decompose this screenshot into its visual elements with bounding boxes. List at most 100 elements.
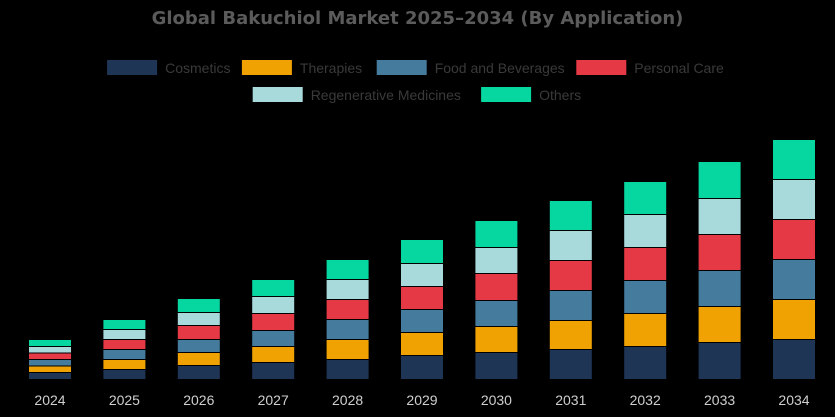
x-tick-label-2031: 2031 — [555, 392, 586, 408]
legend-swatch-personal-care — [576, 60, 627, 75]
legend-item-therapies: Therapies — [241, 60, 362, 76]
bar-segment-others-2032 — [624, 182, 667, 214]
bar-segment-food-and-beverages-2024 — [29, 360, 71, 366]
bar-stack-2024 — [29, 340, 71, 379]
bar-segment-cosmetics-2028 — [326, 360, 369, 379]
x-tick-label-2034: 2034 — [778, 392, 809, 408]
bar-segment-cosmetics-2033 — [698, 343, 741, 379]
bar-segment-cosmetics-2030 — [475, 353, 518, 379]
bar-segment-others-2034 — [773, 140, 815, 179]
x-tick-label-2026: 2026 — [183, 392, 214, 408]
bar-segment-personal-care-2027 — [252, 314, 295, 330]
x-tick-label-2032: 2032 — [630, 392, 661, 408]
bar-segment-food-and-beverages-2033 — [698, 271, 741, 306]
bar-stack-2026 — [177, 299, 220, 379]
x-tick-label-2028: 2028 — [332, 392, 363, 408]
bar-segment-others-2028 — [326, 260, 369, 279]
legend-swatch-others — [481, 87, 532, 102]
bar-segment-regenerative-medicines-2034 — [773, 180, 815, 219]
bar-segment-therapies-2027 — [252, 347, 295, 362]
bar-segment-personal-care-2033 — [698, 235, 741, 270]
legend-swatch-regenerative-medicines — [252, 87, 303, 102]
x-tick-label-2027: 2027 — [258, 392, 289, 408]
bar-segment-others-2029 — [401, 240, 443, 263]
bar-segment-therapies-2024 — [29, 366, 71, 372]
bar-segment-regenerative-medicines-2031 — [549, 231, 592, 260]
x-tick-label-2030: 2030 — [481, 392, 512, 408]
x-tick-label-2024: 2024 — [34, 392, 65, 408]
bar-segment-food-and-beverages-2032 — [624, 281, 667, 313]
bar-stack-2025 — [103, 320, 146, 379]
bar-segment-regenerative-medicines-2026 — [177, 313, 220, 325]
chart-title: Global Bakuchiol Market 2025–2034 (By Ap… — [151, 8, 684, 29]
legend-label-regenerative-medicines: Regenerative Medicines — [311, 87, 461, 103]
bar-segment-personal-care-2034 — [773, 220, 815, 259]
bar-segment-therapies-2028 — [326, 340, 369, 359]
bar-segment-cosmetics-2029 — [401, 356, 443, 379]
legend-label-others: Others — [539, 87, 581, 103]
bar-segment-cosmetics-2034 — [773, 340, 815, 379]
bar-stack-2033 — [698, 162, 741, 379]
bar-segment-food-and-beverages-2025 — [103, 350, 146, 359]
legend-item-personal-care: Personal Care — [576, 60, 724, 76]
bar-segment-food-and-beverages-2027 — [252, 331, 295, 346]
legend: Cosmetics Therapies Food and Beverages Pers… — [107, 60, 724, 103]
bars — [29, 140, 815, 379]
bar-segment-cosmetics-2032 — [624, 347, 667, 379]
legend-label-food-and-beverages: Food and Beverages — [435, 60, 565, 76]
bar-segment-personal-care-2025 — [103, 340, 146, 349]
bar-segment-therapies-2031 — [549, 321, 592, 349]
bar-segment-therapies-2033 — [698, 307, 741, 342]
bar-segment-therapies-2032 — [624, 314, 667, 346]
legend-item-food-and-beverages: Food and Beverages — [376, 60, 565, 76]
legend-item-cosmetics: Cosmetics — [107, 60, 230, 76]
bar-stack-2029 — [401, 240, 443, 379]
bar-segment-others-2031 — [549, 201, 592, 230]
bar-segment-personal-care-2026 — [177, 326, 220, 339]
bar-segment-regenerative-medicines-2033 — [698, 199, 741, 234]
bar-segment-cosmetics-2031 — [549, 350, 592, 379]
bar-segment-others-2026 — [177, 299, 220, 312]
legend-item-regenerative-medicines: Regenerative Medicines — [252, 87, 461, 103]
legend-swatch-therapies — [241, 60, 292, 75]
bar-stack-2034 — [773, 140, 815, 379]
bar-stack-2031 — [549, 201, 592, 379]
bar-segment-regenerative-medicines-2030 — [475, 248, 518, 273]
bar-segment-cosmetics-2026 — [177, 366, 220, 379]
bar-stack-2027 — [252, 280, 295, 379]
bar-segment-personal-care-2030 — [475, 274, 518, 300]
bar-segment-cosmetics-2027 — [252, 363, 295, 379]
bar-segment-therapies-2034 — [773, 300, 815, 339]
bar-segment-therapies-2025 — [103, 360, 146, 369]
legend-label-personal-care: Personal Care — [634, 60, 724, 76]
bar-segment-others-2030 — [475, 221, 518, 247]
bar-segment-therapies-2029 — [401, 333, 443, 355]
bar-segment-personal-care-2032 — [624, 248, 667, 280]
bar-segment-regenerative-medicines-2025 — [103, 330, 146, 339]
bar-segment-others-2033 — [698, 162, 741, 198]
bar-segment-regenerative-medicines-2024 — [29, 347, 71, 353]
legend-label-cosmetics: Cosmetics — [165, 60, 230, 76]
bar-segment-others-2024 — [29, 340, 71, 346]
bar-segment-food-and-beverages-2031 — [549, 291, 592, 320]
bar-segment-cosmetics-2024 — [29, 373, 71, 379]
x-tick-label-2033: 2033 — [704, 392, 735, 408]
bar-segment-personal-care-2029 — [401, 287, 443, 309]
bar-segment-personal-care-2031 — [549, 261, 592, 290]
bar-segment-food-and-beverages-2029 — [401, 310, 443, 332]
bar-segment-therapies-2026 — [177, 353, 220, 365]
bar-segment-regenerative-medicines-2032 — [624, 215, 667, 247]
x-tick-label-2025: 2025 — [109, 392, 140, 408]
bar-stack-2030 — [475, 221, 518, 379]
bar-stack-2032 — [624, 182, 667, 379]
bar-segment-others-2025 — [103, 320, 146, 329]
legend-label-therapies: Therapies — [300, 60, 362, 76]
legend-swatch-food-and-beverages — [376, 60, 427, 75]
bar-segment-personal-care-2028 — [326, 300, 369, 319]
bar-segment-regenerative-medicines-2028 — [326, 280, 369, 299]
bar-segment-food-and-beverages-2026 — [177, 340, 220, 352]
legend-item-others: Others — [481, 87, 581, 103]
bar-segment-food-and-beverages-2030 — [475, 301, 518, 326]
bar-segment-cosmetics-2025 — [103, 370, 146, 379]
